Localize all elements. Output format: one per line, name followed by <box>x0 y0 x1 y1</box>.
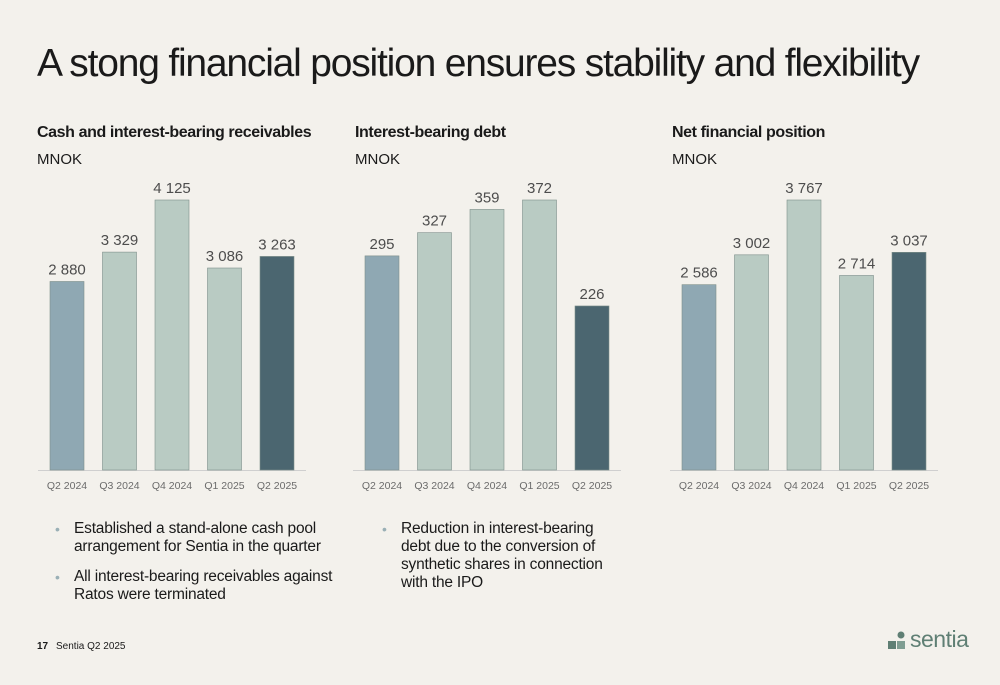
data-label: 372 <box>527 180 552 197</box>
x-tick-label: Q3 2024 <box>731 480 771 492</box>
bullet-dot-icon: • <box>55 569 60 585</box>
data-label: 2 880 <box>48 261 86 278</box>
bullet-text: Established a stand-alone cash pool arra… <box>74 520 321 555</box>
x-tick-label: Q2 2025 <box>257 480 297 492</box>
bullet-item: • All interest-bearing receivables agains… <box>55 568 345 604</box>
x-tick-label: Q2 2024 <box>679 480 719 492</box>
footer-text: Sentia Q2 2025 <box>56 641 126 652</box>
bar-q2-2025 <box>574 305 610 471</box>
chart-cash-block: Cash and interest-bearing receivables MN… <box>37 120 327 168</box>
bullet-dot-icon: • <box>55 521 60 537</box>
x-tick-label: Q4 2024 <box>784 480 824 492</box>
data-label: 3 037 <box>890 232 928 249</box>
bullet-list-middle: • Reduction in interest-bearing debt due … <box>382 520 622 604</box>
bar-q4-2024 <box>154 199 190 471</box>
bullet-item: • Reduction in interest-bearing debt due … <box>382 520 622 592</box>
chart-cash-receivables: 2 880 Q2 2024 3 329 Q3 2024 4 125 Q4 2024 3 08… <box>38 180 306 492</box>
bar-q3-2024 <box>417 232 452 471</box>
sentia-logo: sentia <box>888 626 969 653</box>
data-label: 226 <box>579 286 604 303</box>
slide-title: A stong financial position ensures stabi… <box>37 42 920 85</box>
bar-q2-2025 <box>891 252 927 471</box>
x-tick-label: Q2 2024 <box>362 480 402 492</box>
data-label: 3 002 <box>733 235 771 252</box>
x-tick-label: Q3 2024 <box>99 480 139 492</box>
bar-q4-2024 <box>786 199 822 471</box>
bar-q2-2025 <box>259 256 295 471</box>
chart-unit: MNOK <box>355 151 400 168</box>
bar-q3-2024 <box>734 254 769 471</box>
bar-q1-2025 <box>522 199 557 471</box>
bullet-text: All interest-bearing receivables against… <box>74 568 333 603</box>
bar-q4-2024 <box>469 209 505 471</box>
chart-title: Net financial position <box>672 124 825 141</box>
sentia-logo-icon <box>888 631 905 649</box>
chart-debt-block: Interest-bearing debt MNOK <box>355 120 645 168</box>
data-label: 3 086 <box>206 248 244 265</box>
bar-q3-2024 <box>102 251 137 471</box>
x-tick-label: Q2 2025 <box>572 480 612 492</box>
chart-title: Cash and interest-bearing receivables <box>37 124 312 141</box>
chart-unit: MNOK <box>37 151 82 168</box>
data-label: 3 329 <box>101 232 139 249</box>
x-tick-label: Q3 2024 <box>414 480 454 492</box>
chart-interest-bearing-debt: 295 Q2 2024 327 Q3 2024 359 Q4 2024 372 Q1 2025… <box>353 180 621 492</box>
x-tick-label: Q4 2024 <box>152 480 192 492</box>
bar-q2-2024 <box>49 281 85 471</box>
x-tick-label: Q4 2024 <box>467 480 507 492</box>
logo-wordmark: sentia <box>910 626 969 652</box>
data-label: 327 <box>422 213 447 230</box>
x-tick-label: Q2 2024 <box>47 480 87 492</box>
data-label: 2 586 <box>680 265 718 282</box>
bar-q2-2024 <box>681 284 717 471</box>
data-label: 3 263 <box>258 236 296 253</box>
chart-unit: MNOK <box>672 151 717 168</box>
bar-q1-2025 <box>839 275 874 471</box>
x-tick-label: Q1 2025 <box>519 480 559 492</box>
bullet-text: Reduction in interest-bearing debt due t… <box>401 520 603 591</box>
page-number: 17 <box>37 641 49 652</box>
bullet-item: • Established a stand-alone cash pool arr… <box>55 520 345 556</box>
chart-net-block: Net financial position MNOK <box>672 120 962 168</box>
x-tick-label: Q1 2025 <box>204 480 244 492</box>
data-label: 4 125 <box>153 180 191 197</box>
data-label: 359 <box>474 189 499 206</box>
x-tick-label: Q1 2025 <box>836 480 876 492</box>
bullet-list-left: • Established a stand-alone cash pool arr… <box>55 520 345 616</box>
bullet-dot-icon: • <box>382 521 387 537</box>
chart-title: Interest-bearing debt <box>355 124 506 141</box>
chart-net-financial-position: 2 586 Q2 2024 3 002 Q3 2024 3 767 Q4 2024 2 71… <box>670 180 938 492</box>
x-tick-label: Q2 2025 <box>889 480 929 492</box>
data-label: 3 767 <box>785 180 823 197</box>
bar-q2-2024 <box>364 255 400 471</box>
data-label: 295 <box>369 236 394 253</box>
bar-q1-2025 <box>207 267 242 471</box>
data-label: 2 714 <box>838 255 876 272</box>
